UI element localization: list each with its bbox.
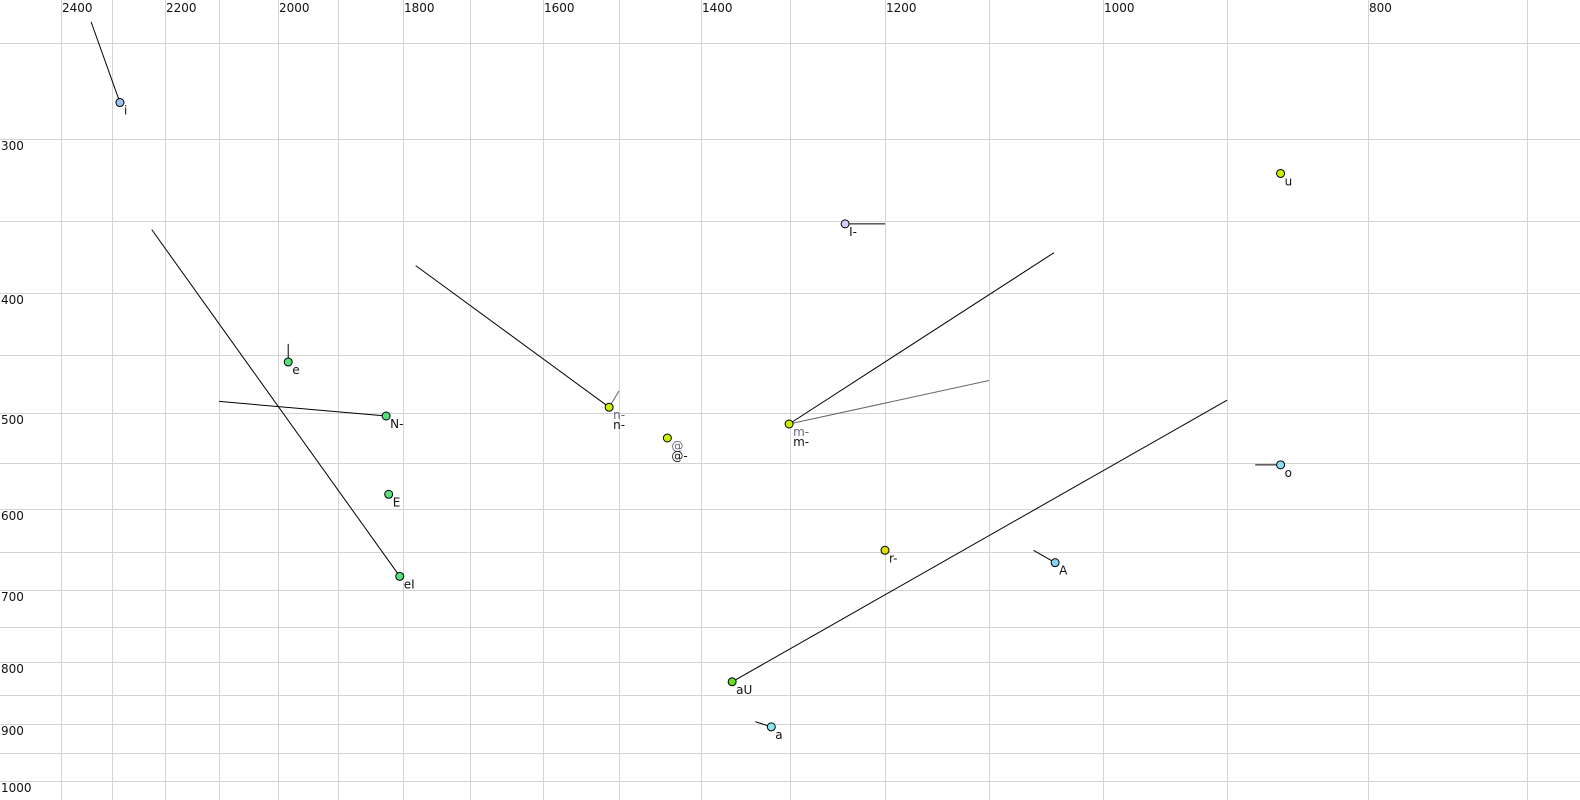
point-label: a: [775, 728, 782, 742]
point-label-secondary: @: [671, 439, 683, 453]
trajectory-line: [151, 229, 401, 577]
vowel-point: [1276, 460, 1286, 470]
point-label: m-: [793, 435, 809, 449]
x-tick-label: 1400: [702, 1, 733, 15]
vowel-point: [784, 419, 794, 429]
point-label: r-: [889, 551, 898, 565]
tick-labels: 2400 2200 2000 1800 1600 1400 1200 1000 800 300 40…: [1, 1, 1392, 795]
trajectory-line: [218, 400, 387, 417]
vowel-point: [1276, 168, 1286, 178]
y-tick-label: 700: [1, 590, 24, 604]
x-tick-label: 800: [1369, 1, 1392, 15]
trajectory-line-secondary: [789, 380, 990, 425]
vowel-point: [840, 219, 850, 229]
vowel-point: [115, 98, 125, 108]
x-tick-label: 2000: [279, 1, 310, 15]
trajectory-line: [415, 265, 610, 408]
trajectory-line: [90, 21, 121, 103]
trajectory-line: [731, 399, 1228, 683]
point-label: N-: [390, 417, 403, 431]
vowel-point: [727, 677, 737, 687]
point-label: i: [124, 104, 127, 118]
x-tick-label: 1600: [544, 1, 575, 15]
vowel-point: [384, 489, 394, 499]
point-label-secondary: m-: [793, 425, 809, 439]
y-tick-label: 600: [1, 509, 24, 523]
trails: [90, 21, 1281, 728]
y-tick-label: 900: [1, 724, 24, 738]
point-label: e: [292, 363, 299, 377]
x-tick-label: 1000: [1104, 1, 1135, 15]
vowel-point: [604, 402, 614, 412]
vowel-point: [381, 411, 391, 421]
vowel-point: [1050, 558, 1060, 568]
trajectory-line: [788, 252, 1055, 425]
point-label: u: [1285, 174, 1293, 188]
point-label: n-: [613, 418, 625, 432]
x-tick-label: 1800: [404, 1, 435, 15]
point-label: I-: [849, 225, 857, 239]
point-label: @-: [671, 449, 687, 463]
point-label: eI: [404, 577, 415, 591]
vowel-point: [283, 357, 293, 367]
point-label: A: [1059, 564, 1068, 578]
vowel-point: [766, 722, 776, 732]
y-tick-label: 300: [1, 139, 24, 153]
vowel-point: [395, 571, 405, 581]
point-label: E: [393, 495, 401, 509]
vowel-point: [880, 545, 890, 555]
y-tick-label: 800: [1, 662, 24, 676]
x-tick-label: 1200: [886, 1, 917, 15]
points: i e N- EeI n-n- @@- m-m- I-u o r- AaU a: [115, 98, 1293, 742]
y-tick-label: 400: [1, 293, 24, 307]
y-tick-label: 500: [1, 413, 24, 427]
point-label: aU: [736, 683, 752, 697]
y-tick-label: 1000: [1, 781, 32, 795]
x-tick-label: 2400: [62, 1, 93, 15]
x-tick-label: 2200: [166, 1, 197, 15]
point-label: o: [1285, 466, 1292, 480]
point-label-secondary: n-: [613, 408, 625, 422]
vowel-point: [662, 433, 672, 443]
